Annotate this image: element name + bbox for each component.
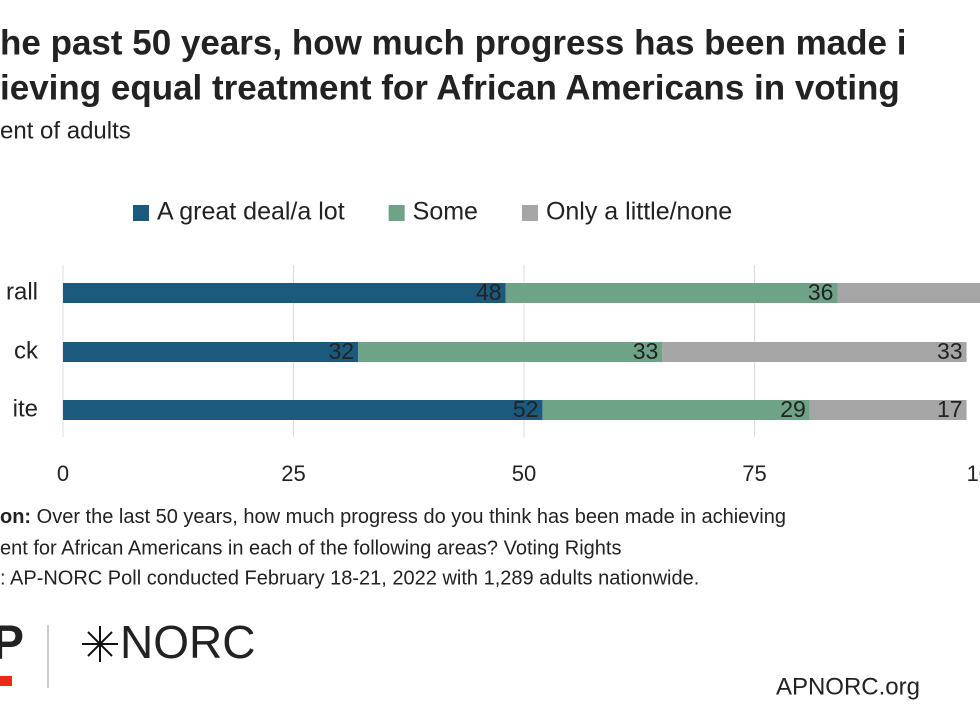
legend-swatch: [388, 205, 405, 221]
bar-segment: [63, 400, 543, 420]
norc-star: [82, 626, 118, 662]
note: ent for African Americans in each of the…: [0, 537, 621, 559]
bar-segment: [809, 400, 967, 420]
title-line: he past 50 years, how much progress has …: [0, 23, 906, 62]
data-label: 17: [937, 396, 963, 422]
legend-swatch: [521, 205, 538, 221]
legend-swatch: [133, 205, 149, 221]
bar-segment: [358, 342, 663, 362]
note-label: on:: [0, 506, 31, 528]
bar-segment: [63, 283, 506, 303]
bar-segment: [505, 283, 838, 303]
note: : AP-NORC Poll conducted February 18-21,…: [0, 567, 699, 589]
data-label: 48: [476, 279, 502, 305]
category-label: ite: [13, 395, 38, 422]
x-tick-label: 75: [742, 461, 766, 486]
ap-logo: P: [0, 617, 24, 670]
title-line: ieving equal treatment for African Ameri…: [0, 68, 900, 107]
note: on: Over the last 50 years, how much pro…: [0, 506, 786, 528]
subtitle: ent of adults: [0, 117, 131, 144]
x-tick-label: 25: [281, 461, 305, 486]
x-tick-label: 50: [512, 461, 536, 486]
data-label: 32: [328, 338, 354, 364]
data-label: 52: [513, 396, 539, 422]
x-tick-label: 0: [57, 461, 69, 486]
data-label: 33: [633, 338, 659, 364]
bar-segment: [63, 342, 359, 362]
data-label: 29: [780, 396, 806, 422]
data-label: 33: [937, 338, 963, 364]
category-label: rall: [6, 278, 38, 305]
norc-logo: NORC: [120, 616, 255, 668]
legend-label: Some: [413, 198, 478, 226]
data-label: 36: [808, 279, 834, 305]
note-text: Over the last 50 years, how much progres…: [31, 506, 786, 528]
ap-logo-accent: [0, 676, 12, 686]
bar-segment: [542, 400, 810, 420]
bar-segment: [837, 283, 980, 303]
legend-label: A great deal/a lot: [157, 198, 345, 226]
x-tick-label: 100: [967, 461, 980, 486]
url: APNORC.org: [776, 673, 920, 700]
bar-segment: [662, 342, 967, 362]
legend-label: Only a little/none: [546, 198, 732, 226]
category-label: ck: [14, 337, 39, 364]
